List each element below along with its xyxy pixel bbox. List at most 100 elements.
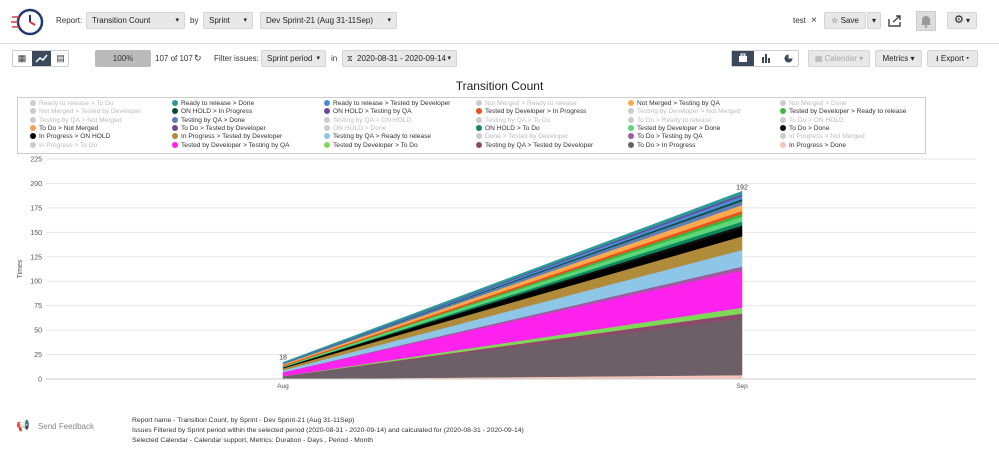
zoom-indicator[interactable]: 100%: [95, 50, 151, 67]
legend-item[interactable]: In Progress > Tested by Developer: [172, 133, 282, 141]
legend-item[interactable]: ON HOLD > Testing by QA: [324, 108, 411, 116]
legend-item[interactable]: To Do > ON HOLD: [780, 116, 844, 125]
save-button[interactable]: ☆ Save: [824, 12, 866, 29]
settings-button[interactable]: ⚙ ▾: [947, 12, 977, 29]
legend-label: Not Merged > Testing by QA: [637, 100, 720, 107]
legend-item[interactable]: To Do > In Progress: [628, 141, 696, 150]
bar-chart-view-button[interactable]: [755, 51, 777, 66]
gear-icon: ⚙: [953, 14, 964, 26]
legend-item[interactable]: In Progress > Done: [780, 141, 846, 150]
chart-type-switcher: [731, 50, 799, 67]
legend-item[interactable]: To Do > Testing by QA: [628, 133, 703, 141]
legend-item[interactable]: Done > Tested by Developer: [476, 133, 568, 141]
legend-swatch: [324, 116, 330, 123]
legend-swatch: [324, 100, 330, 106]
legend-item[interactable]: Testing by Developer > Not Merged: [628, 108, 741, 116]
legend-item[interactable]: Tested by Developer > In Progress: [476, 108, 586, 116]
legend-item[interactable]: Not Merged > Testing by QA: [628, 100, 720, 108]
briefcase-icon: [739, 53, 747, 62]
legend-item[interactable]: Tested by Developer > Testing by QA: [172, 141, 290, 150]
share-icon[interactable]: [887, 13, 903, 28]
chart-legend: Ready to release > To Do Ready to release…: [17, 97, 926, 154]
legend-label: To Do > Not Merged: [39, 124, 99, 132]
legend-label: Testing by QA > Not Merged: [39, 116, 122, 124]
legend-item[interactable]: In Progress > Not Merged: [780, 133, 865, 141]
table-icon[interactable]: ▤: [56, 53, 65, 63]
legend-item[interactable]: Not Merged > Ready to release: [476, 100, 577, 108]
legend-item[interactable]: To Do > Ready to release: [628, 116, 712, 125]
save-label: Save: [840, 16, 859, 25]
legend-swatch: [780, 100, 786, 106]
legend-item[interactable]: Tested by Developer > To Do: [324, 141, 418, 150]
legend-item[interactable]: Not Merged > Tested by Developer: [30, 108, 141, 116]
legend-item[interactable]: Testing by QA > Done: [172, 116, 245, 125]
group-by-select[interactable]: Sprint ▾: [203, 12, 253, 29]
legend-label: ON HOLD > To Do: [485, 124, 540, 132]
legend-item[interactable]: To Do > Not Merged: [30, 124, 99, 133]
sprint-select[interactable]: Dev Sprint-21 (Aug 31-11Sep) ▾: [260, 12, 397, 29]
report-toolbar: ▦ ▤ 100% 107 of 107 ↻ Filter issues: Spr…: [0, 48, 999, 70]
legend-swatch: [628, 108, 634, 115]
legend-item[interactable]: Tested by Developer > Ready to release: [780, 108, 906, 116]
legend-item[interactable]: Tested by Developer > Done: [628, 124, 720, 133]
legend-item[interactable]: ON HOLD > Done: [324, 124, 386, 133]
legend-label: In Progress > To Do: [39, 141, 98, 149]
chevron-down-icon: ▾: [966, 16, 971, 25]
star-icon: ☆: [831, 16, 839, 25]
tag-value: test: [793, 16, 806, 25]
legend-label: Not Merged > Ready to release: [485, 100, 577, 107]
legend-item[interactable]: Ready to release > To Do: [30, 100, 113, 108]
metrics-button[interactable]: Metrics ▾: [875, 50, 922, 67]
area-chart-view-button[interactable]: [732, 51, 754, 66]
legend-swatch: [324, 124, 330, 131]
report-select[interactable]: Transition Count ▾: [86, 12, 185, 29]
legend-swatch: [476, 141, 482, 148]
send-feedback-label: Send Feedback: [37, 422, 94, 431]
legend-item[interactable]: To Do > Tested by Developer: [172, 124, 266, 133]
close-icon[interactable]: ×: [811, 15, 817, 26]
legend-item[interactable]: Not Merged > Done: [780, 100, 847, 108]
chevron-down-icon: ▾: [447, 55, 451, 62]
legend-item[interactable]: Testing by QA > Tested by Developer: [476, 141, 593, 150]
notifications-button[interactable]: [916, 11, 936, 31]
save-menu-button[interactable]: ▾: [867, 12, 881, 29]
chevron-down-icon: ▾: [175, 17, 179, 24]
legend-item[interactable]: Testing by QA > ON HOLD: [324, 116, 411, 125]
grid-icon[interactable]: ▦: [17, 53, 27, 63]
date-range-value: 2020-08-31 - 2020-09-14: [357, 54, 446, 63]
bell-icon: [921, 16, 931, 28]
legend-item[interactable]: Testing by QA > Not Merged: [30, 116, 122, 125]
legend-item[interactable]: ON HOLD > To Do: [476, 124, 540, 133]
legend-item[interactable]: In Progress > ON HOLD: [30, 133, 110, 141]
legend-item[interactable]: To Do > Done: [780, 124, 830, 133]
in-label: in: [331, 54, 338, 63]
send-feedback-link[interactable]: 📢 Send Feedback: [16, 419, 94, 432]
calendar-button[interactable]: ▦ Calendar ▾: [808, 50, 870, 67]
filter-select[interactable]: Sprint period ▾: [261, 50, 326, 67]
legend-item[interactable]: Ready to release > Done: [172, 100, 254, 108]
legend-swatch: [476, 116, 482, 123]
line-chart-icon: [35, 54, 48, 63]
export-button[interactable]: ⭳ Export ▾: [927, 50, 978, 67]
sprint-select-value: Dev Sprint-21 (Aug 31-11Sep): [266, 16, 374, 25]
report-summary-line: Report name - Transition Count, by Sprin…: [132, 417, 355, 424]
legend-swatch: [172, 100, 178, 106]
y-tick-label: 225: [30, 157, 42, 164]
y-tick-label: 200: [30, 181, 42, 188]
legend-label: Ready to release > Tested by Developer: [333, 100, 451, 107]
pie-chart-view-button[interactable]: [778, 51, 799, 66]
area-series[interactable]: [282, 190, 743, 364]
legend-label: Testing by QA > Done: [181, 116, 245, 124]
refresh-icon[interactable]: ↻: [194, 53, 202, 63]
report-label: Report:: [56, 16, 83, 25]
legend-item[interactable]: Testing by QA > Ready to release: [324, 133, 431, 141]
legend-item[interactable]: Testing by QA > To Do: [476, 116, 550, 125]
data-label: 18: [279, 354, 287, 361]
y-tick-label: 0: [38, 377, 42, 384]
line-chart-view-button[interactable]: [32, 51, 51, 66]
legend-label: To Do > In Progress: [637, 141, 696, 149]
date-range-select[interactable]: ⧖ 2020-08-31 - 2020-09-14 ▾: [342, 50, 457, 67]
legend-item[interactable]: Ready to release > Tested by Developer: [324, 100, 450, 108]
legend-item[interactable]: In Progress > To Do: [30, 141, 98, 150]
legend-item[interactable]: ON HOLD > In Progress: [172, 108, 252, 116]
